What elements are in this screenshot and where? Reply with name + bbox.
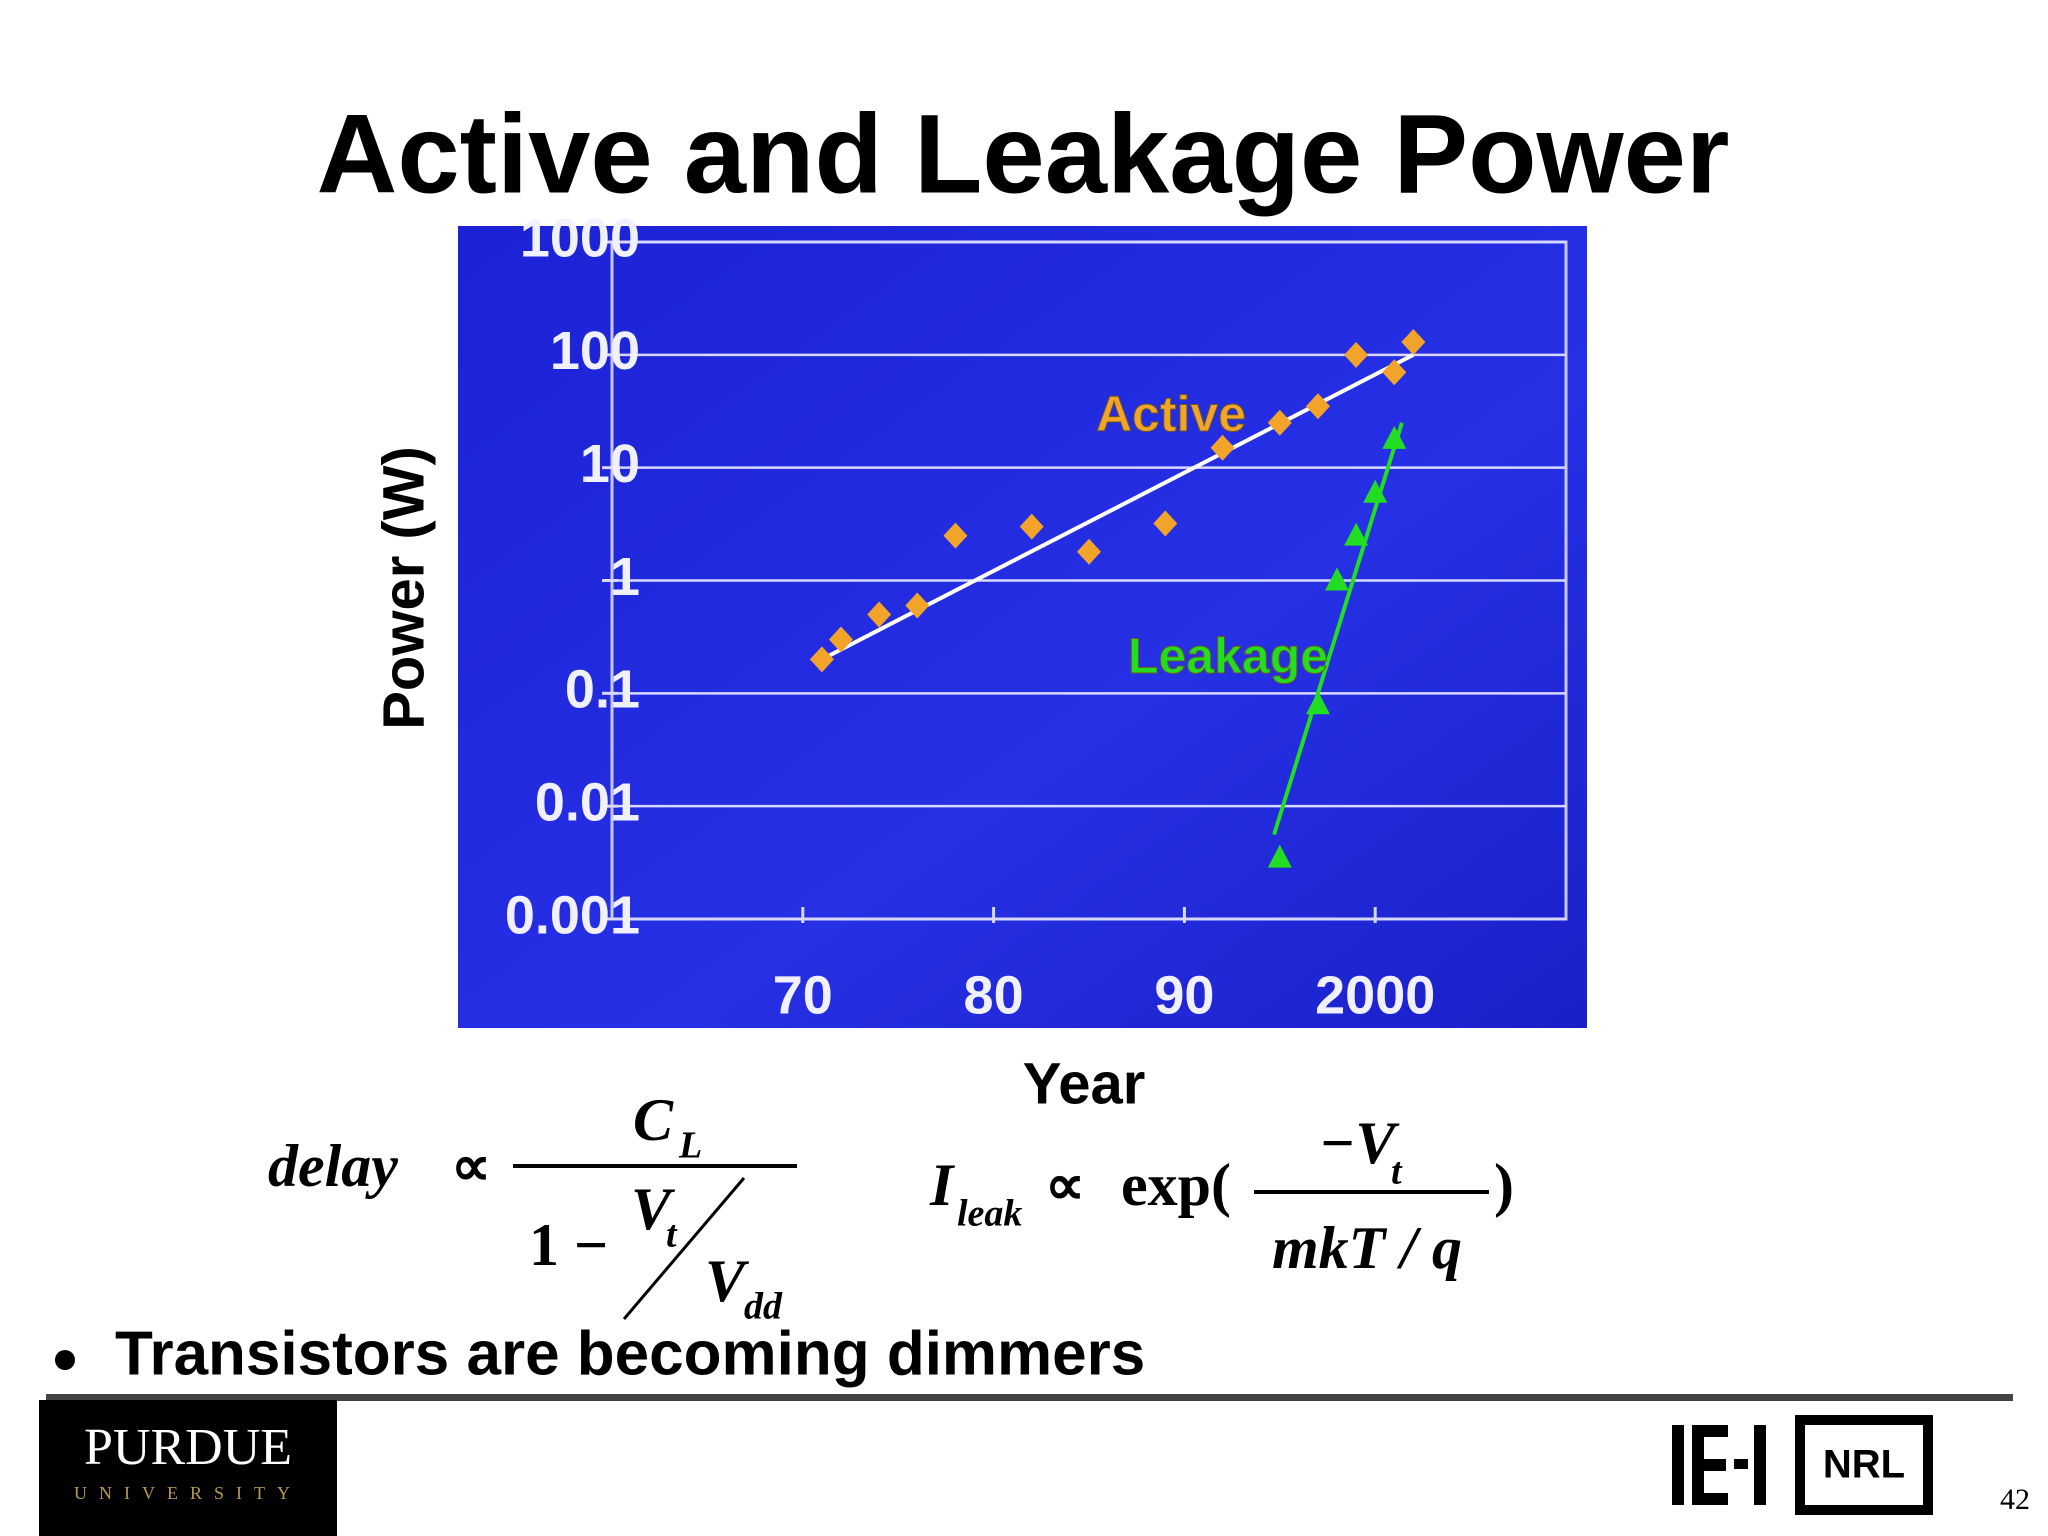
series-label: Leakage <box>1128 628 1328 684</box>
data-point <box>1363 479 1388 503</box>
eq-term: exp( <box>1121 1152 1231 1218</box>
data-point <box>1305 393 1330 420</box>
y-tick-label: 1 <box>610 547 640 607</box>
data-point <box>1344 341 1369 368</box>
slash <box>622 1177 746 1320</box>
x-tick-label: 90 <box>1154 965 1214 1025</box>
data-point <box>1153 510 1178 537</box>
data-point <box>1077 538 1101 565</box>
bullet-dot <box>55 1350 75 1370</box>
eq-term: delay <box>268 1133 398 1199</box>
delay-equation: delay ∝ C L 1 − V t V dd <box>268 1087 797 1328</box>
eq-subscript: t <box>666 1214 678 1256</box>
eq-term: mkT / q <box>1272 1215 1462 1281</box>
data-point <box>1382 425 1407 449</box>
eq-subscript: dd <box>744 1286 783 1328</box>
slide-title: Active and Leakage Power <box>316 92 1729 217</box>
logo-text: PURDUE <box>84 1419 292 1476</box>
logo-text: NRL <box>1823 1443 1905 1487</box>
x-tick-label: 2000 <box>1315 965 1435 1025</box>
eq-term: C <box>633 1087 674 1153</box>
data-point <box>1401 328 1426 355</box>
leakage-equation: I leak ∝ exp( −V t mkT / q ) <box>929 1110 1514 1281</box>
data-point <box>828 626 853 653</box>
page-number: 42 <box>2000 1483 2030 1516</box>
chart: 1000 100 10 1 0.1 0.01 0.001 70 80 90 2000 Active Le… <box>505 208 1568 1025</box>
data-point <box>1267 844 1292 868</box>
data-point <box>905 592 930 619</box>
y-tick-label: 0.1 <box>565 660 640 720</box>
x-axis-label: Year <box>1023 1051 1146 1116</box>
eq-term: 1 − <box>529 1212 608 1278</box>
data-point <box>1267 409 1292 436</box>
eq-subscript: L <box>678 1125 702 1167</box>
y-tick-label: 0.001 <box>505 885 640 945</box>
purdue-logo: PURDUE UNIVERSITY <box>39 1400 337 1536</box>
data-point <box>1382 359 1407 386</box>
eq-term: V <box>631 1176 676 1242</box>
data-point <box>943 522 968 549</box>
data-point <box>1019 513 1044 540</box>
logo-shape <box>1754 1425 1766 1505</box>
bullet-text: Transistors are becoming dimmers <box>115 1319 1145 1388</box>
footer-rule <box>46 1394 2013 1401</box>
eq-symbol: ∝ <box>1045 1155 1085 1217</box>
y-tick-label: 1000 <box>520 208 640 268</box>
logo-shape <box>1734 1459 1748 1469</box>
eq-term: ) <box>1494 1152 1514 1218</box>
logo-box <box>39 1400 337 1536</box>
chart-background <box>458 226 1587 1028</box>
eq-subscript: leak <box>957 1193 1022 1235</box>
x-tick-label: 80 <box>964 965 1024 1025</box>
series-label: Active <box>1096 386 1246 442</box>
logo-shape <box>1692 1425 1728 1505</box>
y-tick-label: 100 <box>550 321 640 381</box>
eq-term: V <box>705 1248 750 1314</box>
data-point <box>1305 691 1330 715</box>
data-point <box>1325 567 1350 591</box>
logo-subtext: UNIVERSITY <box>74 1483 302 1503</box>
logo-chip <box>1795 1415 1933 1515</box>
eq-symbol: ∝ <box>451 1136 491 1198</box>
data-point <box>867 601 892 628</box>
eq-term: I <box>929 1152 956 1218</box>
data-point <box>1210 434 1235 461</box>
data-point <box>809 646 834 673</box>
nrl-logo: NRL <box>1672 1415 1933 1515</box>
eq-term: −V <box>1319 1110 1400 1176</box>
y-axis-label: Power (W) <box>371 446 436 730</box>
y-tick-label: 10 <box>580 434 640 494</box>
eq-subscript: t <box>1391 1151 1403 1193</box>
x-tick-label: 70 <box>773 965 833 1025</box>
data-point <box>1344 522 1369 546</box>
y-tick-label: 0.01 <box>535 772 640 832</box>
logo-shape <box>1672 1425 1684 1505</box>
